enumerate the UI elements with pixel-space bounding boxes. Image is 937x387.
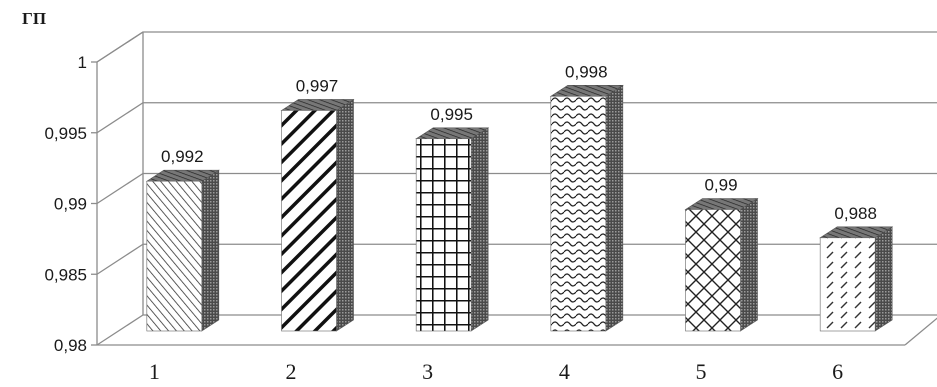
gridline (96, 102, 937, 134)
bar-front-face (819, 237, 876, 332)
y-tick-label: 1 (78, 53, 87, 72)
y-tick-label: 0,985 (44, 265, 87, 284)
bar-front-face (550, 96, 607, 332)
y-tick-label: 0,99 (54, 195, 87, 214)
bar-front-face (146, 180, 203, 332)
bar-side-face (201, 169, 220, 332)
bars-layer (145, 84, 894, 332)
bar-4 (549, 84, 624, 332)
floor-right-edge (904, 317, 937, 346)
data-label: 0,992 (161, 147, 204, 166)
bar-side-face (470, 127, 489, 332)
grid-layer (91, 31, 937, 346)
y-tick-label: 0,98 (54, 336, 87, 355)
data-label: 0,995 (430, 105, 473, 124)
y-axis-title: ГП (22, 9, 46, 28)
bar-5 (684, 197, 759, 332)
bar-side-face (874, 226, 893, 332)
x-tick-label: 3 (422, 359, 433, 384)
bar-front-face (685, 209, 741, 332)
gridline (96, 172, 937, 205)
x-tick-label: 1 (149, 359, 160, 384)
bar-2 (280, 98, 355, 332)
data-label: 0,988 (834, 204, 877, 223)
gridline (96, 243, 937, 275)
x-tick-label: 4 (559, 359, 570, 384)
data-label: 0,997 (296, 76, 339, 95)
bar-side-face (740, 197, 758, 332)
labels-layer: 0,980,9850,990,9951ГП0,99210,99720,99530… (22, 9, 877, 384)
bar-3 (415, 127, 490, 332)
gridline (96, 314, 937, 346)
x-tick-label: 2 (286, 359, 297, 384)
x-tick-label: 5 (696, 359, 707, 384)
y-tick-label: 0,995 (44, 124, 87, 143)
bar-front-face (281, 110, 337, 332)
data-label: 0,998 (565, 62, 608, 81)
data-label: 0,99 (704, 176, 737, 195)
x-tick-label: 6 (832, 359, 843, 384)
bar-front-face (415, 138, 472, 332)
bar-1 (145, 169, 220, 332)
bar-6 (819, 226, 894, 332)
gridline (96, 31, 937, 63)
bar-side-face (336, 98, 354, 332)
bar-side-face (605, 84, 624, 332)
